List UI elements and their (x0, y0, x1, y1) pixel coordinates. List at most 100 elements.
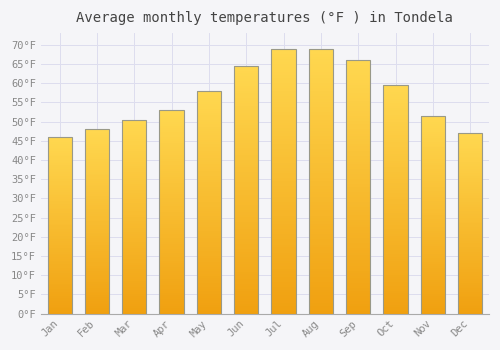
Bar (160, 202, 184, 204)
Bar (160, 120, 184, 122)
Bar (122, 143, 146, 145)
Bar (309, 205, 333, 208)
Bar (48, 305, 72, 307)
Bar (458, 245, 482, 247)
Bar (122, 273, 146, 275)
Bar (384, 220, 407, 222)
Bar (234, 219, 258, 222)
Bar (122, 279, 146, 281)
Bar (384, 234, 407, 236)
Bar (160, 167, 184, 169)
Bar (197, 109, 221, 111)
Bar (309, 218, 333, 221)
Bar (197, 182, 221, 184)
Bar (272, 149, 295, 152)
Bar (346, 256, 370, 258)
Bar (346, 184, 370, 187)
Bar (309, 178, 333, 181)
Bar (160, 124, 184, 126)
Bar (122, 308, 146, 310)
Bar (234, 185, 258, 187)
Bar (122, 304, 146, 306)
Bar (346, 93, 370, 96)
Bar (309, 311, 333, 314)
Bar (272, 152, 295, 155)
Bar (48, 239, 72, 241)
Bar (458, 263, 482, 265)
Bar (309, 308, 333, 311)
Bar (160, 279, 184, 281)
Bar (197, 180, 221, 182)
Bar (346, 301, 370, 303)
Bar (122, 194, 146, 195)
Bar (48, 172, 72, 174)
Bar (48, 256, 72, 257)
Bar (160, 134, 184, 136)
Bar (309, 75, 333, 78)
Bar (421, 306, 445, 308)
Bar (421, 225, 445, 227)
Bar (272, 229, 295, 231)
Bar (85, 152, 109, 153)
Bar (48, 224, 72, 225)
Bar (346, 108, 370, 111)
Bar (197, 191, 221, 193)
Bar (384, 238, 407, 240)
Bar (197, 198, 221, 200)
Bar (346, 164, 370, 167)
Bar (234, 254, 258, 257)
Bar (272, 181, 295, 184)
Bar (384, 227, 407, 229)
Bar (384, 277, 407, 279)
Bar (272, 197, 295, 200)
Bar (346, 288, 370, 291)
Bar (309, 67, 333, 70)
Bar (384, 304, 407, 307)
Bar (122, 168, 146, 170)
Bar (160, 126, 184, 128)
Bar (458, 212, 482, 215)
Bar (272, 194, 295, 197)
Bar (458, 220, 482, 222)
Bar (346, 167, 370, 169)
Bar (122, 275, 146, 277)
Bar (384, 215, 407, 218)
Bar (272, 239, 295, 242)
Bar (309, 118, 333, 120)
Bar (85, 184, 109, 187)
Bar (197, 129, 221, 131)
Bar (272, 192, 295, 194)
Bar (458, 196, 482, 198)
Bar (48, 301, 72, 303)
Bar (122, 120, 146, 314)
Bar (234, 247, 258, 249)
Bar (421, 203, 445, 205)
Bar (234, 294, 258, 296)
Bar (272, 290, 295, 293)
Bar (197, 149, 221, 151)
Bar (272, 303, 295, 306)
Bar (309, 170, 333, 173)
Bar (48, 176, 72, 177)
Bar (122, 240, 146, 242)
Bar (458, 247, 482, 249)
Bar (458, 251, 482, 252)
Bar (234, 100, 258, 103)
Bar (160, 310, 184, 312)
Bar (272, 247, 295, 250)
Bar (85, 187, 109, 188)
Bar (234, 111, 258, 113)
Bar (197, 113, 221, 116)
Bar (309, 274, 333, 276)
Bar (197, 204, 221, 207)
Bar (458, 241, 482, 243)
Bar (272, 205, 295, 208)
Bar (458, 195, 482, 196)
Bar (421, 124, 445, 126)
Bar (346, 68, 370, 70)
Bar (234, 296, 258, 299)
Bar (197, 171, 221, 173)
Bar (48, 197, 72, 199)
Bar (309, 125, 333, 128)
Bar (272, 62, 295, 64)
